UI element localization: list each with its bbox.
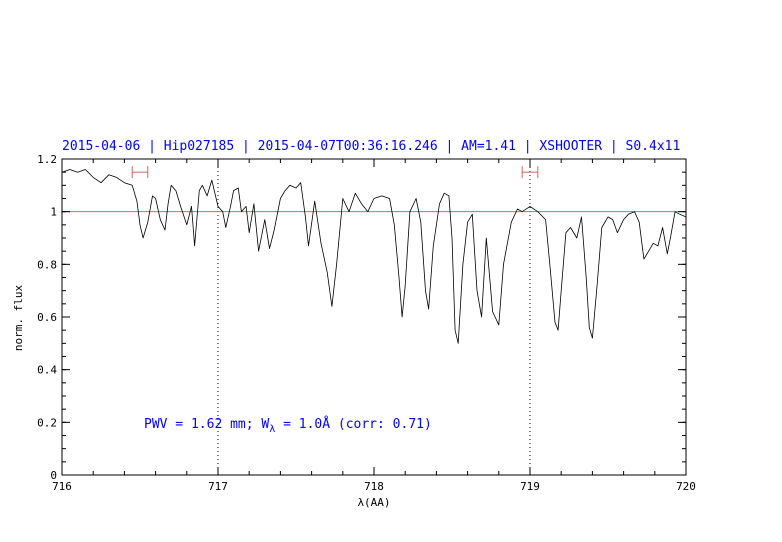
y-axis-label: norm. flux bbox=[12, 285, 25, 352]
y-tick-label: 0 bbox=[50, 469, 57, 482]
series-layer bbox=[61, 169, 687, 344]
x-tick-label: 716 bbox=[52, 480, 72, 493]
y-tick-label: 0.6 bbox=[37, 311, 57, 324]
x-tick-label: 720 bbox=[676, 480, 696, 493]
y-tick-label: 0.8 bbox=[37, 258, 57, 271]
pwv-annotation-subscript: λ bbox=[269, 424, 275, 435]
y-tick-label: 1 bbox=[50, 206, 57, 219]
pwv-annotation-prefix: PWV = 1.62 mm; W bbox=[144, 417, 269, 432]
fit-range-marker-1 bbox=[521, 166, 539, 179]
x-tick-label: 719 bbox=[520, 480, 540, 493]
axes: 716 717 718 719 720 0 0.2 0.4 0.6 0.8 1 1.2 bbox=[37, 153, 696, 493]
x-tick-label: 718 bbox=[364, 480, 384, 493]
spectrum-line-0 bbox=[61, 169, 687, 344]
y-tick-label: 1.2 bbox=[37, 153, 57, 166]
pwv-annotation: PWV = 1.62 mm; Wλ = 1.0Å (corr: 0.71) bbox=[144, 416, 432, 435]
x-tick-label: 717 bbox=[208, 480, 228, 493]
fit-range-marker-0 bbox=[131, 166, 149, 179]
chart-title: 2015-04-06 | Hip027185 | 2015-04-07T00:3… bbox=[62, 139, 680, 154]
reference-lines bbox=[62, 159, 686, 475]
x-axis-label: λ(AA) bbox=[357, 496, 390, 509]
y-tick-label: 0.2 bbox=[37, 416, 57, 429]
pwv-annotation-suffix: = 1.0Å (corr: 0.71) bbox=[275, 416, 432, 432]
y-tick-label: 0.4 bbox=[37, 364, 57, 377]
